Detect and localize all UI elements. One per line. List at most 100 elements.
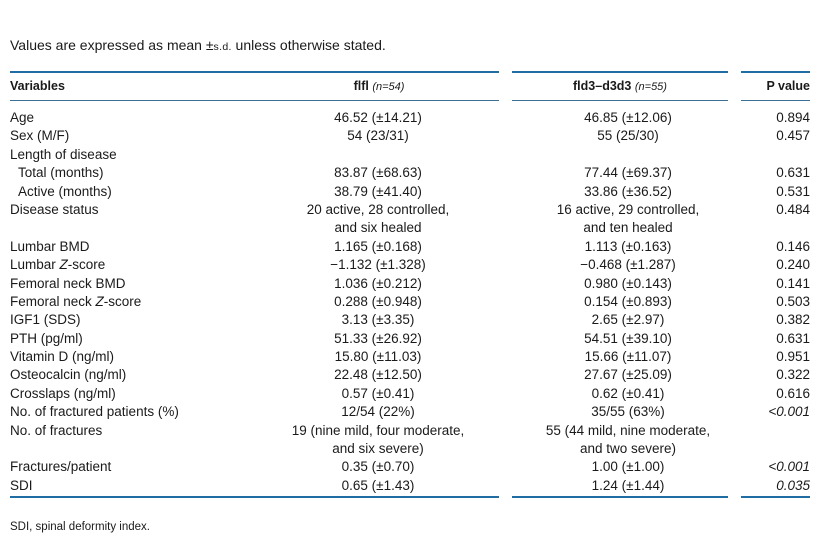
- table-body: Age 46.52 (±14.21) 46.85 (±12.06) 0.894 Sex …: [0, 109, 820, 495]
- header-top-rule: [741, 71, 810, 73]
- header-bottom-rule: [512, 100, 728, 101]
- group1-cell: 15.80 (±11.03): [334, 349, 422, 365]
- variable-cell: Osteocalcin (ng/ml): [10, 367, 127, 383]
- table-row: Femoral neck Z-score 0.288 (±0.948) 0.154 …: [0, 293, 820, 311]
- p-value-cell: 0.631: [776, 330, 810, 346]
- group1-cell: 54 (23/31): [347, 128, 409, 144]
- table-row: Lumbar Z-score −1.132 (±1.328) −0.468 (±1.…: [0, 256, 820, 274]
- group2-cell: 46.85 (±12.06): [584, 110, 672, 125]
- table-bottom-rule: [741, 496, 810, 498]
- group2-cell: 0.154 (±0.893): [584, 293, 672, 309]
- variable-cell: Lumbar BMD: [10, 238, 90, 254]
- variable-cell: Femoral neck Z-score: [10, 293, 142, 309]
- group1-cell: 20 active, 28 controlled,: [306, 201, 450, 217]
- group1-cell: 22.48 (±12.50): [334, 367, 422, 383]
- table-row: SDI 0.65 (±1.43) 1.24 (±1.44) 0.035: [0, 477, 820, 495]
- group1-cell: 12/54 (22%): [341, 404, 415, 420]
- column-header-group2: fld3–d3d3 (n=55): [573, 79, 667, 93]
- table-row: Active (months) 38.79 (±41.40) 33.86 (±36.…: [0, 183, 820, 201]
- p-value-cell: 0.503: [776, 293, 810, 309]
- p-value-cell: <0.001: [768, 404, 810, 420]
- group2-cell: 55 (25/30): [597, 128, 659, 144]
- table-row: No. of fractured patients (%) 12/54 (22%)…: [0, 403, 820, 421]
- header-bottom-rule: [10, 100, 499, 101]
- variable-cell: Fractures/patient: [10, 459, 112, 475]
- table-row: PTH (pg/ml) 51.33 (±26.92) 54.51 (±39.10) 0…: [0, 330, 820, 348]
- table-row: and six severe) and two severe): [0, 440, 820, 458]
- group1-cell: 0.65 (±1.43): [341, 477, 415, 493]
- group1-cell: 19 (nine mild, four moderate,: [291, 422, 465, 438]
- variable-cell: Crosslaps (ng/ml): [10, 385, 116, 401]
- group2-cell: 27.67 (±25.09): [584, 367, 672, 383]
- group1-cell: and six healed: [334, 220, 422, 236]
- group2-cell: 1.24 (±1.44): [591, 477, 665, 493]
- table-footnote: SDI, spinal deformity index.: [10, 521, 150, 533]
- table-row: Femoral neck BMD 1.036 (±0.212) 0.980 (±0.…: [0, 275, 820, 293]
- variable-cell: Femoral neck BMD: [10, 275, 126, 291]
- table-row: IGF1 (SDS) 3.13 (±3.35) 2.65 (±2.97) 0.382: [0, 311, 820, 329]
- table-row: Age 46.52 (±14.21) 46.85 (±12.06) 0.894: [0, 109, 820, 127]
- p-value-cell: 0.631: [776, 165, 810, 181]
- group2-cell: 0.980 (±0.143): [584, 275, 672, 291]
- header-top-rule: [512, 71, 728, 73]
- table-row: No. of fractures 19 (nine mild, four mode…: [0, 422, 820, 440]
- group1-cell: 3.13 (±3.35): [341, 312, 415, 328]
- group2-cell: 55 (44 mild, nine moderate,: [545, 422, 711, 438]
- header-top-rule: [10, 71, 499, 73]
- table-row: and six healed and ten healed: [0, 219, 820, 237]
- group1-cell: 0.57 (±0.41): [341, 385, 415, 401]
- p-value-cell: 0.616: [776, 385, 810, 401]
- variable-cell: SDI: [10, 477, 33, 493]
- table-row: Crosslaps (ng/ml) 0.57 (±0.41) 0.62 (±0.41…: [0, 385, 820, 403]
- group2-cell: and ten healed: [583, 220, 673, 236]
- group2-cell: 16 active, 29 controlled,: [556, 201, 700, 217]
- group1-cell: 1.036 (±0.212): [334, 275, 422, 291]
- group2-cell: 77.44 (±69.37): [584, 165, 672, 181]
- p-value-cell: 0.531: [776, 183, 810, 199]
- group2-cell: 54.51 (±39.10): [584, 330, 672, 346]
- p-value-cell: 0.457: [776, 128, 810, 144]
- caption-smallcaps: s.d.: [213, 41, 232, 53]
- group2-cell: and two severe): [579, 441, 677, 457]
- group1-n: (n=54): [372, 81, 405, 93]
- table-bottom-rule: [512, 496, 728, 498]
- variable-cell: Active (months): [18, 183, 112, 199]
- table-row: Length of disease: [0, 146, 820, 164]
- group2-cell: 2.65 (±2.97): [591, 312, 665, 328]
- variable-cell: PTH (pg/ml): [10, 330, 83, 346]
- group2-n: (n=55): [634, 81, 667, 93]
- group2-cell: 35/55 (63%): [591, 404, 665, 420]
- group1-cell: −1.132 (±1.328): [330, 257, 426, 273]
- table-row: Vitamin D (ng/ml) 15.80 (±11.03) 15.66 (±1…: [0, 348, 820, 366]
- table-row: Lumbar BMD 1.165 (±0.168) 1.113 (±0.163) 0.…: [0, 238, 820, 256]
- variable-cell: Age: [10, 110, 35, 125]
- table-row: Sex (M/F) 54 (23/31) 55 (25/30) 0.457: [0, 127, 820, 145]
- table-row: Total (months) 83.87 (±68.63) 77.44 (±69.3…: [0, 164, 820, 182]
- table-bottom-rule: [10, 496, 499, 498]
- group1-cell: and six severe): [332, 441, 424, 457]
- p-value-cell: <0.001: [768, 459, 810, 475]
- variable-cell: IGF1 (SDS): [10, 312, 81, 328]
- column-header-variables: Variables: [10, 79, 65, 93]
- table-row: Disease status 20 active, 28 controlled, 1…: [0, 201, 820, 219]
- group1-cell: 0.35 (±0.70): [341, 459, 415, 475]
- group1-cell: 51.33 (±26.92): [334, 330, 422, 346]
- group2-cell: −0.468 (±1.287): [580, 257, 676, 273]
- table-caption: Values are expressed as mean ±s.d. unles…: [10, 37, 386, 53]
- variable-cell: Vitamin D (ng/ml): [10, 349, 115, 365]
- group2-cell: 33.86 (±36.52): [584, 183, 672, 199]
- p-value-cell: 0.951: [776, 349, 810, 365]
- group1-cell: 0.288 (±0.948): [334, 293, 422, 309]
- variable-cell: No. of fractured patients (%): [10, 404, 179, 420]
- group2-cell: 1.00 (±1.00): [591, 459, 665, 475]
- variable-cell: Disease status: [10, 201, 99, 217]
- group1-cell: 1.165 (±0.168): [334, 238, 422, 254]
- variable-cell: Length of disease: [10, 146, 117, 162]
- p-value-cell: 0.141: [776, 275, 810, 291]
- group1-cell: 46.52 (±14.21): [334, 110, 422, 125]
- header-bottom-rule: [741, 100, 810, 101]
- variable-cell: Sex (M/F): [10, 128, 70, 144]
- column-header-group1: flfl (n=54): [353, 79, 405, 93]
- group1-cell: 83.87 (±68.63): [334, 165, 422, 181]
- variable-cell: Total (months): [18, 165, 104, 181]
